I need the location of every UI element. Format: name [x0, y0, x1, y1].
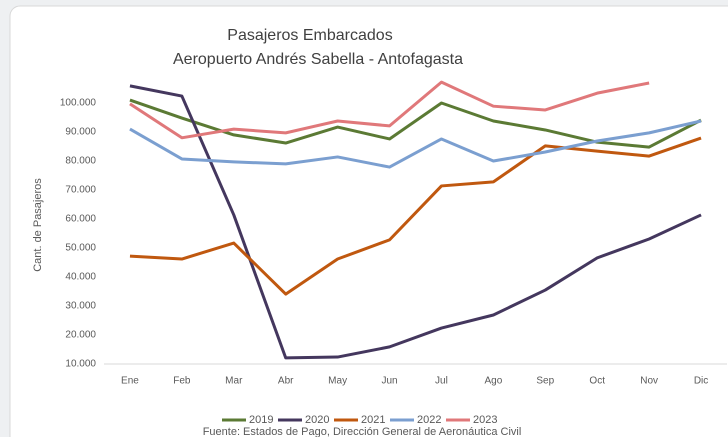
- x-tick-label: Ene: [121, 376, 139, 387]
- x-tick-label: Oct: [589, 376, 605, 387]
- y-tick-label: 30.000: [65, 301, 96, 312]
- series-line: [129, 80, 650, 140]
- x-tick-label: Feb: [173, 376, 191, 387]
- series-line: [129, 98, 702, 149]
- x-tick-label: May: [328, 376, 347, 387]
- legend-label: 2023: [473, 414, 497, 426]
- y-tick-label: 20.000: [65, 330, 96, 341]
- x-tick-label: Jun: [381, 376, 397, 387]
- y-tick-label: 10.000: [65, 359, 96, 370]
- y-tick-label: 60.000: [65, 214, 96, 225]
- chart-title: Pasajeros Embarcados: [227, 27, 392, 44]
- x-tick-label: Mar: [225, 376, 243, 387]
- y-tick-label: 40.000: [65, 272, 96, 283]
- legend-label: 2019: [249, 414, 273, 426]
- legend-label: 2021: [361, 414, 385, 426]
- y-axis-label: Cant. de Pasajeros: [32, 178, 44, 272]
- x-tick-label: Sep: [536, 376, 554, 387]
- x-tick-label: Abr: [278, 376, 294, 387]
- x-tick-label: Ago: [484, 376, 502, 387]
- series-line: [129, 119, 702, 169]
- x-tick-label: Dic: [694, 376, 708, 387]
- x-tick-label: Jul: [435, 376, 448, 387]
- y-tick-label: 80.000: [65, 156, 96, 167]
- series-line: [129, 136, 702, 296]
- series-line: [129, 84, 702, 360]
- source-note: Fuente: Estados de Pago, Dirección Gener…: [203, 426, 522, 437]
- legend-label: 2022: [417, 414, 441, 426]
- y-tick-label: 70.000: [65, 185, 96, 196]
- y-tick-label: 90.000: [65, 127, 96, 138]
- chart-subtitle: Aeropuerto Andrés Sabella - Antofagasta: [173, 51, 463, 68]
- card: [9, 5, 728, 437]
- legend-label: 2020: [305, 414, 329, 426]
- y-tick-label: 100.000: [60, 98, 97, 109]
- y-tick-label: 50.000: [65, 243, 96, 254]
- x-tick-label: Nov: [640, 376, 658, 387]
